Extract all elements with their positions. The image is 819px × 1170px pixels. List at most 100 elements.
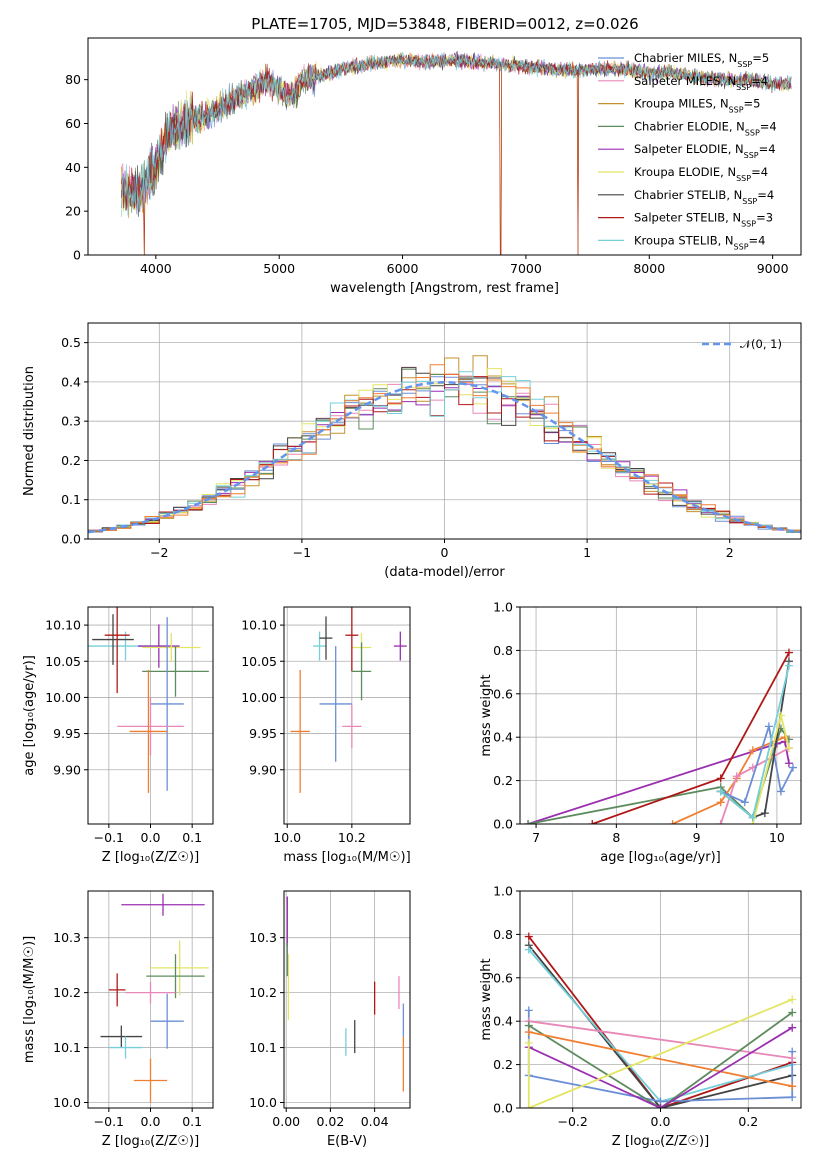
x-axis-label: Z [log₁₀(Z/Z☉)] (102, 1134, 199, 1149)
y-tick-label: 10.05 (45, 654, 81, 669)
x-tick-label: 5000 (263, 261, 295, 276)
x-tick-label: 0.04 (361, 1114, 389, 1129)
legend-n: =5 (744, 97, 761, 111)
mass-weight-marker (716, 820, 725, 824)
legend-name: Chabrier ELODIE, N (634, 119, 745, 133)
mass-weight-marker (740, 798, 749, 807)
x-axis-label: Z [log₁₀(Z/Z☉)] (612, 1134, 709, 1149)
x-tick-label: 0.0 (651, 1114, 671, 1129)
x-tick-label: 9 (693, 830, 701, 845)
legend-sub: SSP (744, 151, 759, 160)
y-tick-label: 1.0 (493, 600, 513, 615)
legend-name: Kroupa ELODIE, N (634, 165, 736, 179)
x-axis-label: age [log₁₀(age/yr)] (600, 850, 721, 865)
y-tick-label: 60 (65, 116, 81, 131)
mass-weight-marker (524, 1028, 533, 1037)
y-tick-label: 10.3 (53, 930, 81, 945)
mass-weight-marker (788, 1008, 797, 1017)
plot-area (290, 607, 407, 793)
x-tick-label: 0.1 (182, 830, 202, 845)
mass-weight-marker (524, 1006, 533, 1015)
mass-weight-marker (524, 1104, 533, 1108)
mass-weight-series (528, 1026, 793, 1108)
mass-weight-marker (788, 1054, 797, 1063)
mass-weight-marker (668, 820, 677, 824)
x-tick-label: 8000 (633, 261, 665, 276)
legend-entry: Kroupa MILES, NSSP=5 (634, 97, 760, 115)
y-tick-label: 10.10 (241, 618, 277, 633)
x-tick-label: 2 (726, 545, 734, 560)
x-tick-label: −1 (293, 545, 311, 560)
x-tick-label: 9000 (757, 261, 789, 276)
legend-name: Salpeter STELIB, N (634, 211, 741, 225)
legend-name: Salpeter ELODIE, N (634, 142, 744, 156)
x-tick-label: 6000 (387, 261, 419, 276)
mass-weight-marker (748, 746, 757, 755)
chart-residual_hist: −2 −1 0 1 2 0.0 0.1 0.2 0.3 0.4 0.5 (data-model)/er… (22, 322, 802, 580)
mass-weight-series (528, 1011, 793, 1108)
legend-sub: SSP (736, 174, 751, 183)
y-tick-label: 10.00 (241, 690, 277, 705)
plot-area (524, 648, 797, 824)
normal-reference-curve (88, 381, 801, 534)
x-axis-label: E(B-V) (327, 1134, 367, 1149)
mass-weight-series (527, 726, 790, 824)
legend-name: Chabrier MILES, N (634, 51, 737, 65)
x-tick-label: 8 (612, 830, 620, 845)
spectrum-line (120, 51, 792, 217)
y-tick-label: 10.2 (53, 985, 81, 1000)
legend-n: =4 (749, 233, 766, 247)
legend-name: Kroupa MILES, N (634, 97, 729, 111)
mass-weight-series (527, 998, 793, 1108)
y-axis-label: mass [log₁₀(M/M☉)] (22, 936, 37, 1063)
y-tick-label: 0.8 (493, 927, 513, 942)
legend-n: =4 (760, 119, 777, 133)
x-tick-label: 0.00 (272, 1114, 300, 1129)
y-axis-label: age [log₁₀(age/yr)] (22, 655, 37, 776)
legend-sub: SSP (745, 128, 760, 137)
axes-frame (519, 890, 802, 1109)
y-tick-label: 10.1 (249, 1040, 277, 1055)
mass-weight-marker (732, 772, 741, 781)
y-tick-label: 1.0 (493, 884, 513, 899)
y-tick-label: 10.0 (53, 1095, 81, 1110)
mass-weight-marker (776, 711, 785, 720)
y-tick-label: 10.1 (53, 1040, 81, 1055)
mass-weight-marker (788, 763, 797, 772)
legend-entry: Salpeter STELIB, NSSP=3 (634, 211, 773, 229)
y-axis-label: mass weight (479, 674, 494, 756)
mass-weight-marker (524, 945, 533, 954)
legend-entry: Kroupa ELODIE, NSSP=4 (634, 165, 768, 183)
mass-weight-marker (788, 1023, 797, 1032)
axes-frame (87, 890, 214, 1109)
y-tick-label: 0.2 (61, 453, 81, 468)
mass-weight-marker (716, 798, 725, 807)
x-tick-label: 0.02 (316, 1114, 344, 1129)
legend-n: =4 (757, 188, 774, 202)
legend-name: Kroupa STELIB, N (634, 233, 734, 247)
legend-n: =4 (751, 74, 768, 88)
y-tick-label: 40 (65, 160, 81, 175)
y-tick-label: 80 (65, 72, 81, 87)
y-tick-label: 0.4 (61, 374, 81, 389)
x-tick-label: 4000 (140, 261, 172, 276)
legend-entry: Salpeter ELODIE, NSSP=4 (634, 142, 776, 160)
y-tick-label: 0.0 (493, 817, 513, 832)
chart-massweight_vs_age: 7 8 9 10 0.0 0.2 0.4 0.6 0.8 1.0 age [log₁₀(age/yr… (479, 600, 802, 865)
legend-n: =5 (752, 51, 769, 65)
chart-age_vs_mass: 10.0 10.2 9.90 9.95 10.00 10.05 10.10 mass [log… (241, 606, 411, 865)
legend-name: Salpeter MILES, N (634, 74, 736, 88)
axes-frame (87, 37, 802, 256)
mass-weight-marker (784, 759, 793, 768)
legend-entry: Kroupa STELIB, NSSP=4 (634, 233, 765, 251)
figure-title: PLATE=1705, MJD=53848, FIBERID=0012, z=0… (251, 15, 638, 33)
legend-sub: SSP (741, 219, 756, 228)
axes-frame (283, 606, 411, 825)
legend-sub: SSP (729, 105, 744, 114)
x-axis-label: (data-model)/error (384, 565, 505, 580)
legend-entry: Chabrier MILES, NSSP=5 (634, 51, 769, 69)
chart-mass_vs_Z: −0.1 0.0 0.1 10.0 10.1 10.2 10.3 Z [log₁₀(Z/Z☉)… (22, 890, 214, 1149)
y-tick-label: 0.6 (493, 686, 513, 701)
mass-weight-marker (588, 820, 597, 824)
